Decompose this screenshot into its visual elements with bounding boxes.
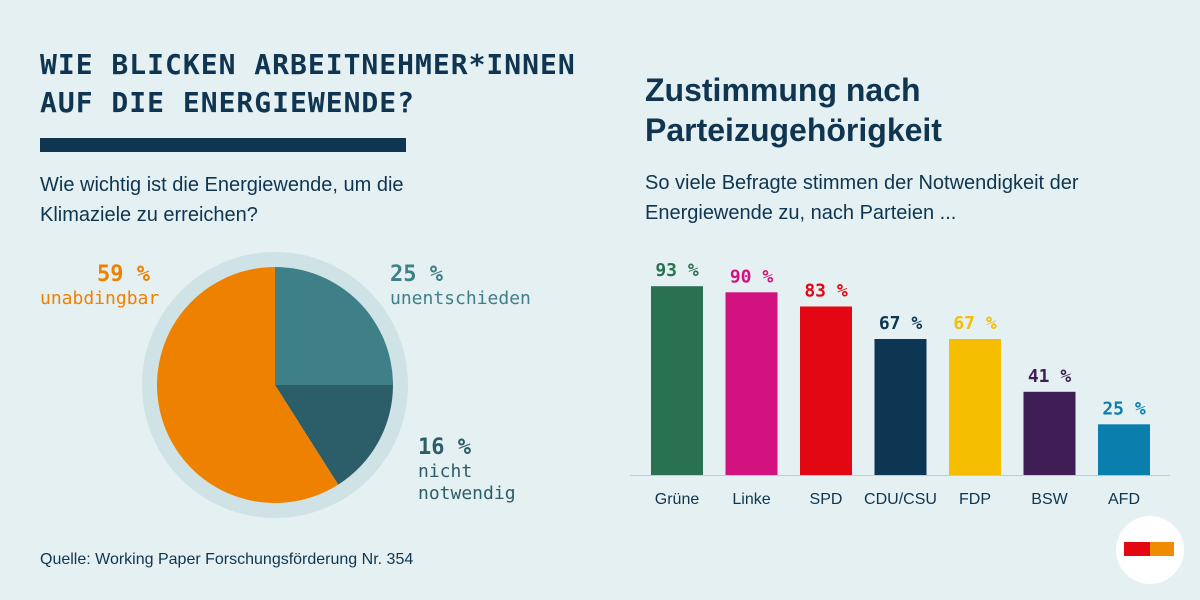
logo-red-block	[1124, 542, 1150, 556]
pie-question: Wie wichtig ist die Energiewende, um die…	[40, 174, 404, 226]
pie-slice-nicht-notwendig	[275, 385, 393, 485]
bar-linke	[725, 292, 778, 475]
pie-pct-unabdingbar: 59 %	[97, 262, 150, 287]
pie-name-nicht-notwendig: nicht notwendig	[418, 461, 516, 504]
bar-afd	[1098, 424, 1150, 476]
bar-value-label-grüne: 93 %	[655, 260, 699, 281]
bar-category-label-afd: AFD	[1108, 491, 1140, 508]
pie-pct-nicht-notwendig: 16 %	[418, 435, 471, 460]
bar-category-label-cdu-csu: CDU/CSU	[864, 491, 937, 508]
bar-category-label-bsw: BSW	[1031, 491, 1068, 508]
bar-grüne	[651, 286, 703, 475]
pie-label-unentschieden: 25 % unentschieden	[390, 262, 550, 310]
pie-slice-unentschieden	[275, 267, 393, 385]
bar-value-label-linke: 90 %	[730, 266, 774, 287]
title-underline-bar	[40, 138, 406, 152]
pie-name-unabdingbar: unabdingbar	[40, 288, 160, 309]
bar-value-label-afd: 25 %	[1102, 398, 1146, 419]
bar-cdu-csu	[874, 339, 927, 475]
bar-chart: 93 % Grüne 90 % Linke 83 % SPD 67 % CDU/CSU 67 %…	[630, 260, 1170, 508]
bar-category-label-fdp: FDP	[959, 491, 991, 508]
logo-orange-block	[1150, 542, 1174, 556]
source-note: Quelle: Working Paper Forschungsförderun…	[40, 551, 414, 568]
bar-category-label-grüne: Grüne	[655, 491, 700, 508]
bar-value-label-spd: 83 %	[804, 281, 848, 302]
bar-category-label-linke: Linke	[732, 491, 770, 508]
bar-value-label-fdp: 67 %	[953, 313, 997, 334]
pie-label-nicht-notwendig: 16 % nicht notwendig	[418, 435, 538, 505]
bar-fdp	[949, 339, 1001, 475]
bar-value-label-cdu-csu: 67 %	[879, 313, 923, 334]
bar-spd	[800, 306, 852, 475]
pie-chart	[142, 252, 408, 518]
bar-chart-title: Zustimmung nach Parteizugehörigkeit	[645, 72, 942, 148]
bar-bsw	[1023, 391, 1076, 475]
brand-logo	[1116, 516, 1184, 584]
main-title: WIE BLICKEN ARBEITNEHMER*INNEN AUF DIE E…	[40, 48, 576, 119]
bar-chart-subtitle: So viele Befragte stimmen der Notwendigk…	[645, 172, 1079, 224]
pie-label-unabdingbar: 59 % unabdingbar	[40, 262, 160, 310]
pie-pct-unentschieden: 25 %	[390, 262, 443, 287]
bar-value-label-bsw: 41 %	[1028, 366, 1072, 387]
pie-slice-unabdingbar	[157, 267, 339, 503]
pie-name-unentschieden: unentschieden	[390, 288, 531, 309]
bar-category-label-spd: SPD	[810, 491, 843, 508]
